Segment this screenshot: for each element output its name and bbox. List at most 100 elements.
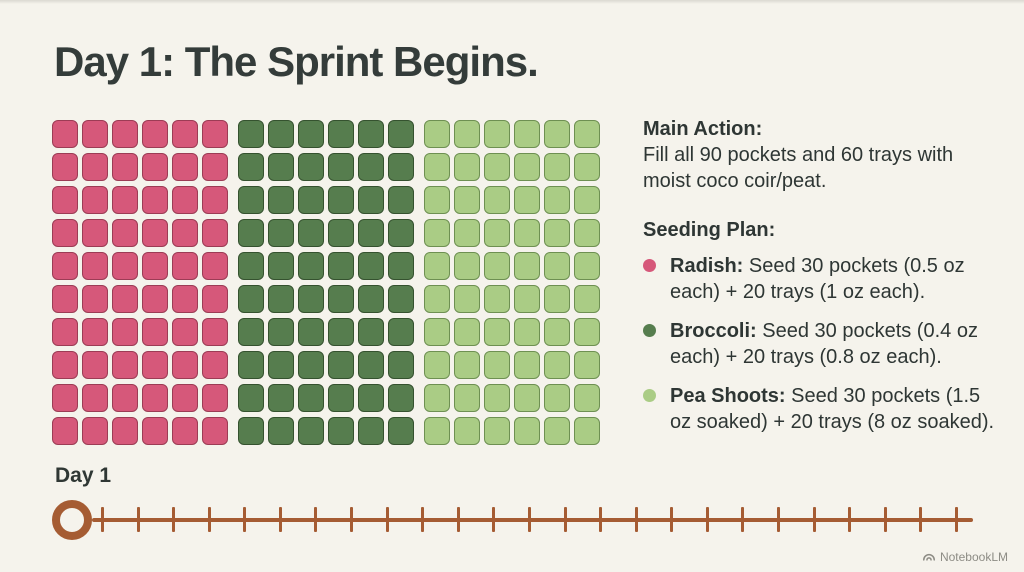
waffle-square-broccoli [358,219,384,247]
waffle-square-radish [52,153,78,181]
legend-item-broccoli: Broccoli: Seed 30 pockets (0.4 oz each) … [643,318,995,370]
waffle-square-broccoli [268,186,294,214]
waffle-square-broccoli [268,285,294,313]
waffle-group-pea-shoots [424,285,600,313]
waffle-row [52,120,600,148]
waffle-square-radish [112,351,138,379]
waffle-square-radish [112,252,138,280]
waffle-square-pea-shoots [484,384,510,412]
waffle-square-broccoli [268,351,294,379]
pea-shoots-dot-icon [643,389,656,402]
waffle-square-radish [202,351,228,379]
waffle-square-pea-shoots [454,153,480,181]
waffle-square-radish [172,186,198,214]
waffle-square-radish [202,252,228,280]
waffle-square-broccoli [388,318,414,346]
waffle-square-broccoli [238,285,264,313]
waffle-group-radish [52,417,228,445]
timeline-tick [599,507,603,532]
waffle-group-radish [52,153,228,181]
timeline-tick [776,507,780,532]
waffle-square-pea-shoots [454,417,480,445]
waffle-square-pea-shoots [544,384,570,412]
waffle-square-broccoli [328,351,354,379]
timeline-tick [278,507,282,532]
timeline-marker-circle [52,500,92,540]
waffle-square-broccoli [238,219,264,247]
waffle-square-broccoli [238,417,264,445]
radish-dot-icon [643,259,656,272]
timeline-tick [136,507,140,532]
timeline-tick [705,507,709,532]
waffle-square-pea-shoots [544,351,570,379]
waffle-square-broccoli [238,186,264,214]
main-action-heading: Main Action: [643,118,763,140]
timeline-tick [954,507,958,532]
waffle-square-pea-shoots [514,351,540,379]
legend-item-text: Seed 30 pockets (0.4 oz each) + 20 trays… [670,320,978,368]
waffle-square-radish [112,219,138,247]
waffle-square-broccoli [388,153,414,181]
broccoli-dot-icon [643,324,656,337]
timeline-tick [385,507,389,532]
waffle-square-radish [112,285,138,313]
waffle-square-pea-shoots [514,384,540,412]
waffle-square-radish [52,384,78,412]
waffle-row [52,186,600,214]
waffle-group-radish [52,351,228,379]
timeline-tick [848,507,852,532]
waffle-square-pea-shoots [454,219,480,247]
waffle-square-radish [82,318,108,346]
waffle-square-pea-shoots [424,252,450,280]
waffle-group-broccoli [238,417,414,445]
waffle-square-radish [82,252,108,280]
waffle-group-pea-shoots [424,252,600,280]
waffle-square-radish [202,285,228,313]
waffle-square-broccoli [388,384,414,412]
waffle-square-broccoli [328,318,354,346]
waffle-square-radish [52,285,78,313]
timeline-tick [634,507,638,532]
waffle-square-pea-shoots [454,186,480,214]
waffle-square-broccoli [358,186,384,214]
waffle-square-radish [202,318,228,346]
waffle-square-pea-shoots [574,384,600,412]
waffle-square-radish [52,351,78,379]
waffle-square-broccoli [268,153,294,181]
waffle-group-broccoli [238,153,414,181]
timeline-tick [812,507,816,532]
waffle-group-broccoli [238,186,414,214]
waffle-square-radish [52,417,78,445]
waffle-square-pea-shoots [514,153,540,181]
waffle-square-broccoli [298,417,324,445]
waffle-row [52,318,600,346]
waffle-square-radish [172,219,198,247]
waffle-row [52,384,600,412]
waffle-group-pea-shoots [424,186,600,214]
waffle-square-radish [172,384,198,412]
legend-item-name: Broccoli: [670,320,757,342]
timeline-ticks [101,507,958,532]
waffle-group-pea-shoots [424,318,600,346]
waffle-square-pea-shoots [514,219,540,247]
waffle-square-broccoli [298,186,324,214]
waffle-square-radish [142,186,168,214]
info-panel: Main Action: Fill all 90 pockets and 60 … [643,116,995,448]
waffle-square-broccoli [298,351,324,379]
waffle-chart [52,120,600,445]
waffle-square-broccoli [388,285,414,313]
waffle-group-broccoli [238,384,414,412]
waffle-group-pea-shoots [424,351,600,379]
waffle-group-broccoli [238,285,414,313]
waffle-square-radish [202,153,228,181]
waffle-square-radish [82,186,108,214]
waffle-square-broccoli [298,285,324,313]
waffle-square-pea-shoots [514,417,540,445]
waffle-square-radish [52,318,78,346]
timeline-tick [243,507,247,532]
waffle-square-broccoli [238,252,264,280]
waffle-row [52,219,600,247]
waffle-square-pea-shoots [424,285,450,313]
waffle-square-broccoli [358,417,384,445]
waffle-row [52,351,600,379]
